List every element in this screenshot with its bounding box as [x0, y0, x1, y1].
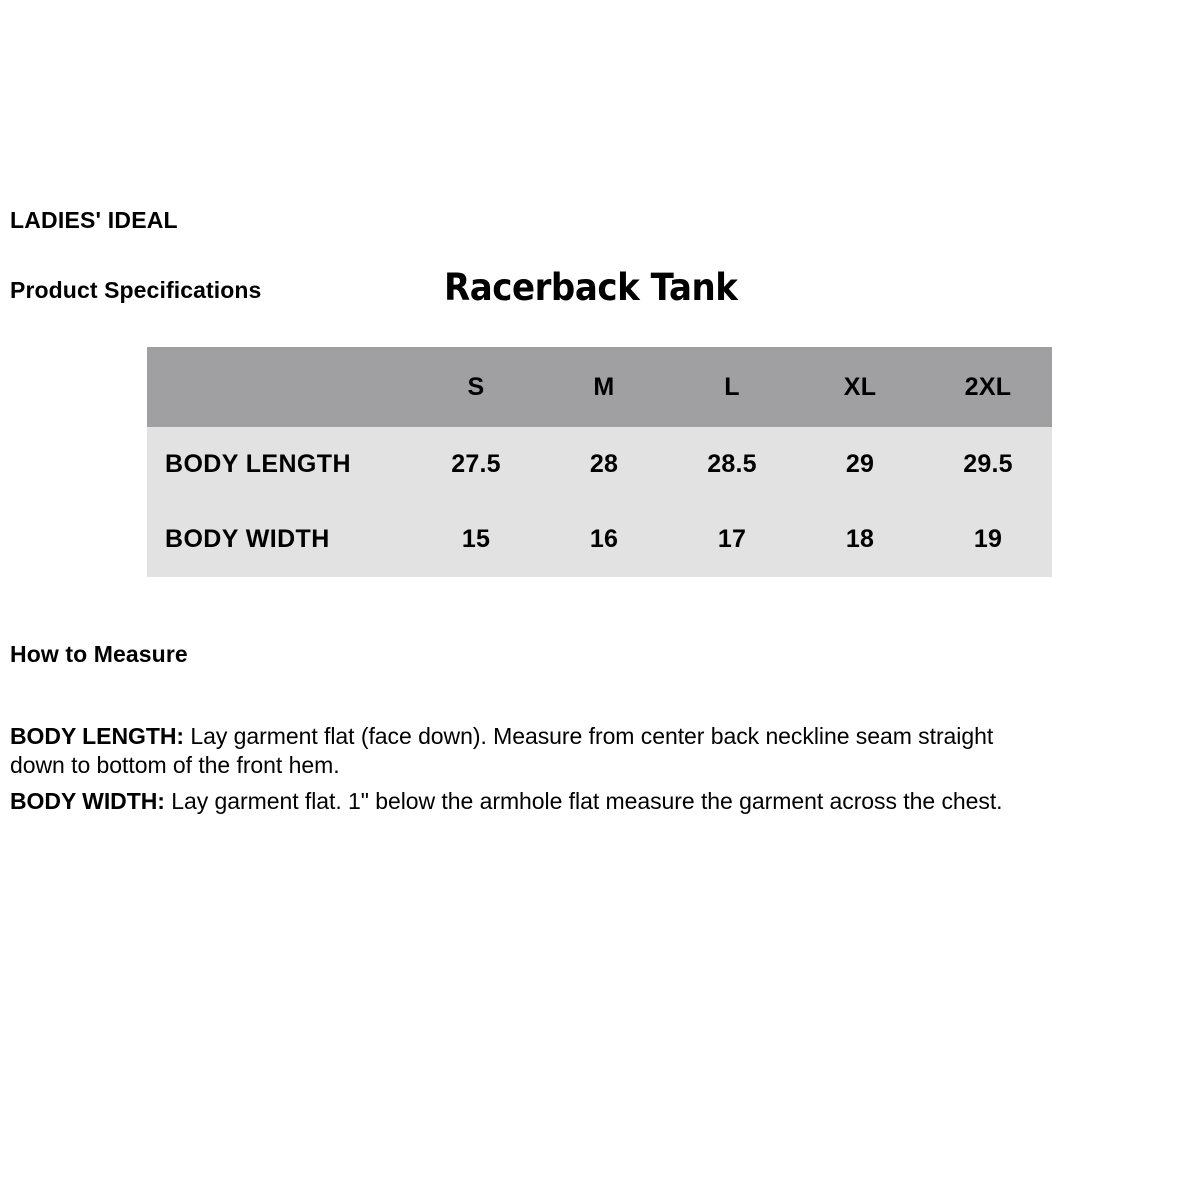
- size-column-header-s: S: [467, 372, 485, 401]
- body-width-l: 17: [717, 525, 747, 553]
- body-length-m: 28: [589, 450, 619, 478]
- body-length-2xl: 29.5: [963, 450, 1013, 478]
- how-to-measure-heading: How to Measure: [10, 641, 188, 667]
- size-table-corner-cell: [147, 347, 412, 427]
- body-width-2xl: 19: [973, 525, 1003, 553]
- size-column-header-xl: XL: [843, 372, 877, 401]
- brand-line: LADIES' IDEAL: [10, 207, 178, 233]
- size-column-header-l: L: [724, 372, 740, 401]
- body-length-instruction-line-2: down to bottom of the front hem.: [10, 752, 340, 778]
- row-label-body-length: BODY LENGTH: [165, 450, 351, 478]
- size-table-header: S M L XL 2XL: [147, 347, 1052, 427]
- how-to-measure-body: BODY LENGTH: Lay garment flat (face down…: [10, 722, 1195, 816]
- size-specification-table: S M L XL 2XL BODY LENGTH 27.5 28 28.5 29…: [147, 347, 1052, 577]
- body-length-term: BODY LENGTH:: [10, 723, 185, 749]
- body-width-m: 16: [589, 525, 619, 553]
- body-width-term: BODY WIDTH:: [10, 788, 165, 814]
- body-width-xl: 18: [845, 525, 875, 553]
- size-column-header-m: M: [593, 372, 615, 401]
- size-column-header-2xl: 2XL: [964, 372, 1012, 401]
- body-length-instruction: BODY LENGTH: Lay garment flat (face down…: [10, 722, 1195, 780]
- body-length-instruction-line-1: Lay garment flat (face down). Measure fr…: [184, 723, 994, 749]
- body-width-instruction-text: Lay garment flat. 1" below the armhole f…: [164, 788, 1003, 814]
- body-length-l: 28.5: [707, 450, 757, 478]
- table-row: BODY LENGTH 27.5 28 28.5 29 29.5: [147, 427, 1052, 502]
- product-specifications-label: Product Specifications: [10, 277, 262, 303]
- body-width-instruction: BODY WIDTH: Lay garment flat. 1" below t…: [10, 787, 1195, 816]
- table-row: BODY WIDTH 15 16 17 18 19: [147, 502, 1052, 577]
- row-label-body-width: BODY WIDTH: [165, 525, 330, 553]
- size-table-body: BODY LENGTH 27.5 28 28.5 29 29.5 BODY WI…: [147, 427, 1052, 577]
- body-length-s: 27.5: [451, 450, 501, 478]
- body-width-s: 15: [461, 525, 491, 553]
- body-length-xl: 29: [845, 450, 875, 478]
- size-table-header-row: S M L XL 2XL: [147, 347, 1052, 427]
- product-title: Racerback Tank: [444, 266, 738, 309]
